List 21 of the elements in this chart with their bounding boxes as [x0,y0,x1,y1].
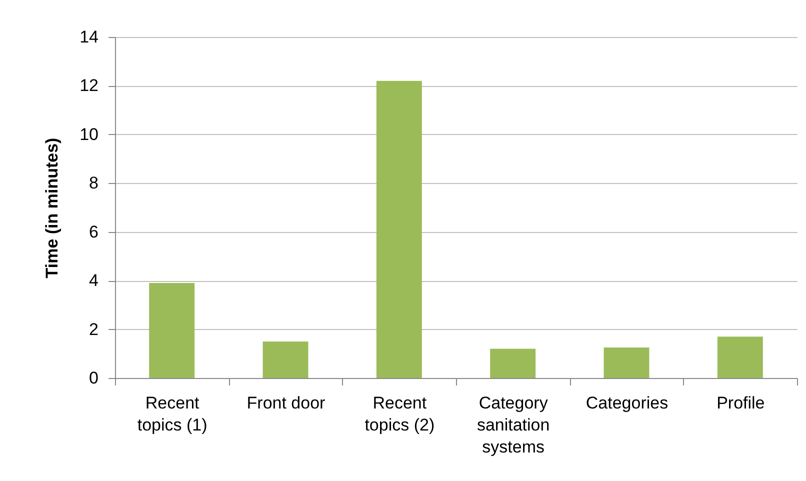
y-tick-label: 6 [89,222,98,242]
y-tick-label: 2 [89,320,98,339]
bar [490,348,536,378]
y-tick-label: 4 [89,271,98,290]
y-tick-label: 8 [89,174,98,193]
bar [604,348,650,378]
bar [717,336,763,378]
y-axis-title: Time (in minutes) [42,138,62,278]
bar [149,283,195,378]
y-tick-label: 0 [89,368,98,388]
x-tick-label: Profile [716,394,765,412]
bar [262,341,308,378]
x-tick-label: Categories [586,394,668,412]
x-tick-label: Recent topics (1) [137,394,208,434]
y-tick-label: 12 [80,76,98,96]
x-tick-label: Category sanitation systems [476,394,550,456]
y-tick-label: 14 [80,28,98,46]
bar [376,80,422,378]
x-tick-label: Front door [246,394,326,412]
x-tick-label: Recent topics (2) [364,394,435,434]
y-tick-label: 10 [80,124,98,144]
